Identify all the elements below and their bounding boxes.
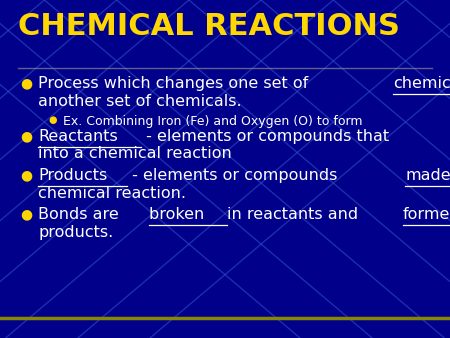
Text: Process which changes one set of: Process which changes one set of: [38, 76, 313, 91]
Text: Ex. Combining Iron (Fe) and Oxygen (O) to form: Ex. Combining Iron (Fe) and Oxygen (O) t…: [63, 115, 366, 128]
Text: ●: ●: [20, 168, 32, 182]
Text: products.: products.: [38, 224, 113, 240]
Text: into a chemical reaction: into a chemical reaction: [38, 146, 232, 162]
Text: ●: ●: [20, 129, 32, 143]
Text: chemicals: chemicals: [393, 76, 450, 91]
Text: broken: broken: [149, 207, 209, 222]
Text: - elements or compounds that: - elements or compounds that: [141, 129, 394, 144]
Text: ●: ●: [20, 76, 32, 90]
Text: Products: Products: [38, 168, 107, 183]
Text: CHEMICAL REACTIONS: CHEMICAL REACTIONS: [18, 12, 400, 41]
Text: another set of chemicals.: another set of chemicals.: [38, 94, 242, 108]
Text: in reactants and: in reactants and: [227, 207, 363, 222]
Text: Reactants: Reactants: [38, 129, 118, 144]
Text: formed: formed: [402, 207, 450, 222]
Text: ●: ●: [48, 115, 57, 125]
Text: chemical reaction.: chemical reaction.: [38, 186, 186, 200]
Text: Bonds are: Bonds are: [38, 207, 124, 222]
Text: - elements or compounds: - elements or compounds: [127, 168, 343, 183]
Text: ●: ●: [20, 207, 32, 221]
Text: made: made: [405, 168, 450, 183]
